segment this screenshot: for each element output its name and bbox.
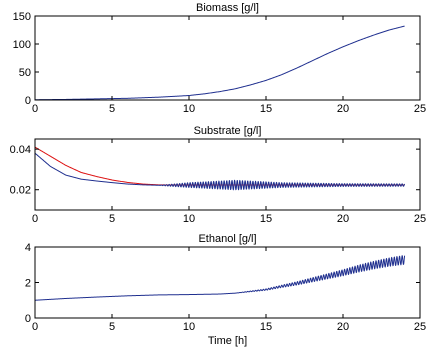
y-tick-label: 2 bbox=[25, 278, 31, 290]
series-group bbox=[35, 255, 406, 301]
x-tick-label: 0 bbox=[32, 213, 38, 225]
y-tick-label: 0.04 bbox=[10, 144, 31, 156]
panel-ethanol: Ethanol [g/l] 0 5 10 15 20 25 0 2 4 Time [h] bbox=[25, 233, 426, 347]
panel-substrate: Substrate [g/l] 0 5 10 15 20 25 0.02 0.04 bbox=[10, 125, 427, 225]
x-tick-label: 15 bbox=[260, 213, 272, 225]
x-tick-label: 25 bbox=[414, 213, 426, 225]
axes-box bbox=[34, 138, 421, 211]
y-tick-label: 150 bbox=[13, 11, 31, 23]
x-tick-label: 10 bbox=[183, 321, 195, 333]
x-tick-label: 20 bbox=[337, 103, 349, 115]
y-tick-label: 0 bbox=[25, 95, 31, 107]
x-tick-label: 25 bbox=[414, 103, 426, 115]
y-tick-label: 100 bbox=[13, 39, 31, 51]
y-tick-label: 0 bbox=[25, 313, 31, 325]
chart-title: Ethanol [g/l] bbox=[198, 233, 256, 245]
x-tick-label: 15 bbox=[260, 103, 272, 115]
x-tick-label: 15 bbox=[260, 321, 272, 333]
panel-biomass: Biomass [g/l] 0 5 10 15 20 25 0 50 100 150 bbox=[13, 2, 426, 115]
axes-box bbox=[34, 15, 421, 101]
y-tick-label: 0.02 bbox=[10, 185, 31, 197]
x-tick-label: 5 bbox=[109, 213, 115, 225]
x-tick-label: 25 bbox=[414, 321, 426, 333]
chart-title: Biomass [g/l] bbox=[196, 2, 259, 14]
y-tick-label: 50 bbox=[19, 67, 31, 79]
x-axis-label: Time [h] bbox=[208, 335, 247, 347]
x-tick-label: 0 bbox=[32, 103, 38, 115]
x-tick-label: 20 bbox=[337, 321, 349, 333]
y-tick-label: 4 bbox=[25, 242, 31, 254]
chart-title: Substrate [g/l] bbox=[194, 125, 262, 137]
series-group bbox=[35, 25, 405, 100]
series-group bbox=[35, 146, 406, 191]
series-line-1 bbox=[35, 255, 406, 301]
x-tick-label: 10 bbox=[183, 213, 195, 225]
x-tick-label: 5 bbox=[109, 321, 115, 333]
x-tick-label: 5 bbox=[109, 103, 115, 115]
series-line-1 bbox=[35, 25, 405, 100]
x-tick-label: 0 bbox=[32, 321, 38, 333]
x-tick-label: 20 bbox=[337, 213, 349, 225]
x-tick-label: 10 bbox=[183, 103, 195, 115]
series-line-2 bbox=[35, 152, 406, 191]
